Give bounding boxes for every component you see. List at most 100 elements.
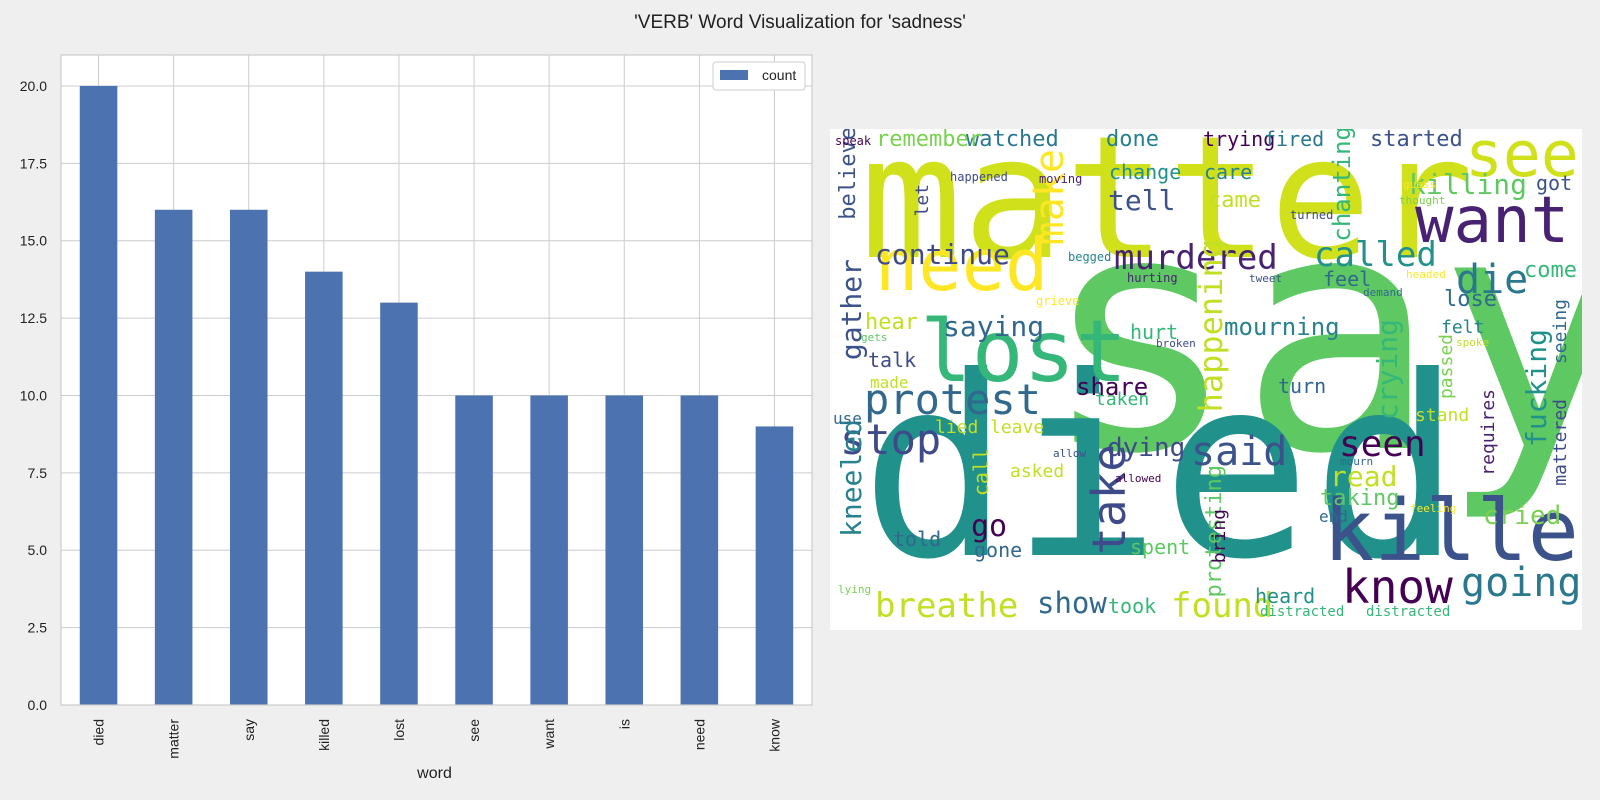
word-cloud-word: gather — [835, 259, 868, 361]
bar-see — [455, 395, 493, 705]
x-tick-label: need — [691, 719, 707, 750]
x-axis-label: word — [416, 765, 452, 782]
word-cloud-word: protest — [864, 375, 1042, 424]
y-tick-label: 15.0 — [20, 233, 47, 249]
bar-lost — [380, 302, 418, 705]
word-cloud-word: breathe — [875, 586, 1019, 626]
bar-matter — [154, 209, 193, 705]
y-tick-label: 10.0 — [20, 387, 47, 403]
x-tick-label: killed — [316, 719, 332, 751]
word-cloud-word: use — [833, 409, 862, 428]
word-cloud-word: know — [1342, 560, 1453, 614]
legend-swatch — [720, 70, 748, 80]
word-cloud-word: took — [1108, 594, 1157, 618]
word-cloud-word: dying — [1107, 433, 1186, 463]
word-cloud-word: tweet — [1249, 272, 1283, 285]
word-cloud-word: lost — [920, 302, 1128, 402]
word-cloud-word: want — [1415, 184, 1570, 258]
x-tick-label: know — [766, 718, 782, 752]
x-tick-label: see — [466, 719, 482, 742]
word-cloud-word: call — [969, 448, 993, 497]
word-cloud-word: happening — [1192, 239, 1230, 413]
word-cloud-word: fired — [1264, 129, 1325, 151]
bar-chart: 0.0 2.5 5.0 7.5 10.0 12.5 15.0 17.5 20.0 died matt… — [20, 54, 813, 782]
word-cloud-word: share — [1076, 373, 1149, 401]
word-cloud-word: read — [1330, 460, 1398, 493]
word-cloud-word: die — [1456, 257, 1529, 303]
word-cloud-word: distracted — [1260, 604, 1345, 620]
y-tick-label: 7.5 — [28, 465, 48, 481]
legend-box — [712, 61, 806, 91]
word-cloud-word: make — [1027, 149, 1073, 246]
word-cloud-word: leave — [990, 417, 1045, 438]
word-cloud-word: care — [1204, 160, 1253, 184]
word-cloud-word: let — [912, 184, 933, 217]
word-cloud-word: continue — [875, 238, 1010, 271]
word-cloud-word: broken — [1156, 337, 1196, 350]
word-cloud-word: turned — [1290, 208, 1334, 222]
word-cloud-word: hear — [865, 310, 918, 335]
word-cloud-word: saying — [943, 310, 1045, 343]
x-tick-label: lost — [391, 719, 407, 741]
word-cloud-word: felt — [1441, 317, 1485, 338]
word-cloud-word: moving — [1039, 172, 1083, 186]
bar-know — [755, 426, 794, 705]
word-cloud-word: mattered — [1550, 399, 1571, 486]
word-cloud-word: show — [1037, 586, 1107, 620]
word-cloud-word: taking — [1320, 486, 1400, 511]
word-cloud-word: kneeled — [835, 419, 868, 538]
word-cloud-word: feel — [1323, 267, 1372, 291]
word-cloud-word: change — [1109, 160, 1182, 184]
word-cloud-word: bring — [1209, 509, 1230, 564]
word-cloud-word: made — [870, 373, 909, 392]
word-cloud-word: gone — [974, 538, 1023, 562]
word-cloud-word: speak — [835, 134, 872, 148]
y-tick-label: 0.0 — [28, 697, 48, 713]
word-cloud-word: passed — [1436, 334, 1457, 400]
legend-label: count — [762, 67, 796, 83]
y-tick-label: 12.5 — [20, 310, 47, 326]
bar-killed — [305, 271, 343, 705]
y-tick-label: 2.5 — [28, 620, 48, 636]
word-cloud-word: go — [971, 509, 1008, 544]
word-cloud-word: come — [1524, 258, 1577, 283]
word-cloud-word: allowed — [1115, 472, 1162, 485]
word-cloud-word: turn — [1278, 374, 1327, 398]
word-cloud-word: need — [875, 223, 1049, 307]
bar-want — [530, 395, 568, 705]
word-cloud-word: spoke — [1456, 336, 1490, 349]
word-cloud-word: cried — [1483, 501, 1562, 531]
word-cloud-word: trying — [1203, 129, 1276, 151]
word-cloud-word: thought — [1399, 194, 1446, 207]
word-cloud-word: spent — [1130, 535, 1191, 559]
word-cloud-word: got — [1536, 171, 1573, 195]
word-cloud-word: started — [1370, 129, 1463, 152]
word-cloud-word: died — [860, 323, 1463, 614]
word-cloud-word: allow — [1053, 447, 1087, 460]
word-cloud-word: said — [1191, 429, 1288, 475]
x-tick-label: want — [541, 719, 557, 750]
word-cloud-word: killed — [1323, 482, 1582, 581]
y-tick-label: 17.5 — [20, 155, 47, 171]
word-cloud-word: hurting — [1127, 271, 1178, 285]
word-cloud-word: murdered — [1114, 238, 1278, 278]
word-cloud-word: hurt — [1130, 320, 1179, 344]
bar-say — [229, 209, 268, 705]
word-cloud-word: matter — [860, 129, 1475, 298]
x-tick-label: died — [91, 719, 107, 745]
word-cloud-word: happened — [950, 170, 1008, 184]
word-cloud-word: say — [1040, 142, 1582, 526]
word-cloud-word: called — [1314, 235, 1437, 275]
word-cloud-word: found — [1171, 586, 1274, 626]
word-cloud-word: seen — [1339, 424, 1426, 465]
bar-died — [79, 85, 118, 705]
word-cloud-word: distracted — [1366, 604, 1451, 620]
x-tick-label: is — [616, 719, 632, 729]
word-cloud-word: remember — [876, 129, 982, 152]
word-cloud-word: lied — [935, 417, 979, 438]
word-cloud-word: told — [893, 527, 942, 551]
word-cloud-word: fucking — [1520, 329, 1553, 448]
word-cloud-word: killing — [1409, 168, 1528, 201]
word-cloud-word: taken — [1095, 389, 1150, 410]
bar-is — [605, 395, 644, 705]
